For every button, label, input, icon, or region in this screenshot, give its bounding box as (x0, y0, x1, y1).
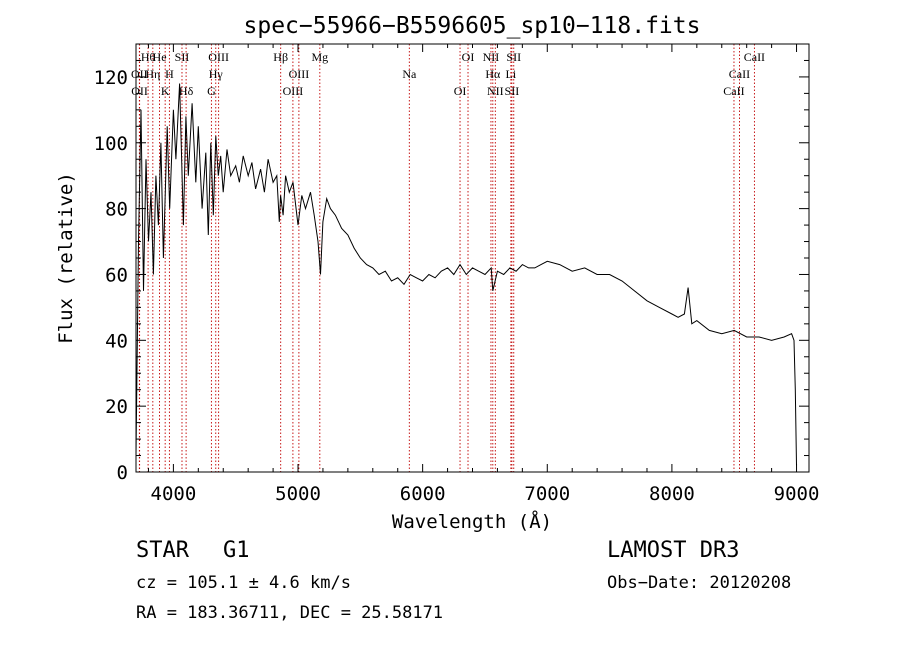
line-marker-label: Hγ (209, 67, 224, 81)
x-axis: 4000 5000 6000 7000 8000 9000 (147, 44, 820, 505)
line-marker-label: OII (131, 84, 148, 98)
plot-frame (135, 43, 810, 473)
line-marker-label: OII (131, 67, 148, 81)
line-marker-label: CaII (729, 67, 750, 81)
line-marker-label: OI (462, 50, 475, 64)
y-tick-label: 100 (94, 133, 128, 155)
x-tick-label: 4000 (151, 483, 197, 505)
line-marker-label: Hα (485, 67, 501, 81)
line-marker-label: OIII (208, 50, 229, 64)
line-marker-label: Li (506, 67, 517, 81)
y-axis: 0 20 40 60 80 100 120 (94, 43, 809, 484)
coordinates-text: RA = 183.36711, DEC = 25.58171 (136, 603, 444, 623)
redshift-text: cz = 105.1 ± 4.6 km/s (136, 573, 351, 593)
line-marker-label: Hθ (141, 50, 156, 64)
x-tick-label: 8000 (649, 483, 695, 505)
spectrum-line (135, 83, 797, 466)
chart-title: spec−55966−B5596605_sp10−118.fits (244, 13, 701, 39)
object-type: STAR (136, 538, 189, 563)
line-marker-label: SII (505, 84, 520, 98)
y-tick-label: 60 (105, 264, 128, 286)
line-marker-label: NII (487, 84, 504, 98)
line-marker-label: SII (506, 50, 521, 64)
spectrum-chart: spec−55966−B5596605_sp10−118.fits Hθ OII O… (55, 13, 820, 533)
object-subclass: G1 (222, 538, 250, 563)
line-marker-label: OIII (283, 84, 304, 98)
x-tick-label: 7000 (524, 483, 570, 505)
line-markers (138, 44, 755, 472)
line-marker-label: Hδ (179, 84, 194, 98)
y-axis-label: Flux (relative) (55, 172, 77, 344)
y-tick-label: 0 (117, 462, 128, 484)
line-marker-label: He (153, 50, 167, 64)
line-marker-labels: HθOIIOIIHeHηKSIIHHδOIIIHγGHβOIIIOIIIMgNa… (131, 50, 765, 98)
line-marker-label: K (161, 84, 170, 98)
line-marker-label: OIII (289, 67, 310, 81)
survey-name: LAMOST DR3 (607, 538, 740, 563)
line-marker-label: Hβ (273, 50, 288, 64)
line-marker-label: H (165, 67, 174, 81)
line-marker-label: CaII (744, 50, 765, 64)
y-tick-label: 80 (105, 199, 128, 221)
line-marker-label: Mg (311, 50, 328, 64)
y-tick-label: 40 (105, 330, 128, 352)
line-marker-label: Na (402, 67, 417, 81)
line-marker-label: SII (175, 50, 190, 64)
line-marker-label: NII (483, 50, 500, 64)
obs-date-text: Obs−Date: 20120208 (607, 573, 792, 593)
line-marker-label: G (207, 84, 216, 98)
line-marker-label: Hη (145, 67, 160, 81)
x-tick-label: 5000 (275, 483, 321, 505)
x-tick-label: 6000 (400, 483, 446, 505)
line-marker-label: OI (454, 84, 467, 98)
x-tick-label: 9000 (774, 483, 820, 505)
line-marker-label: CaII (723, 84, 744, 98)
x-axis-label: Wavelength (Å) (392, 510, 552, 533)
y-tick-label: 120 (94, 67, 128, 89)
y-tick-label: 20 (105, 396, 128, 418)
